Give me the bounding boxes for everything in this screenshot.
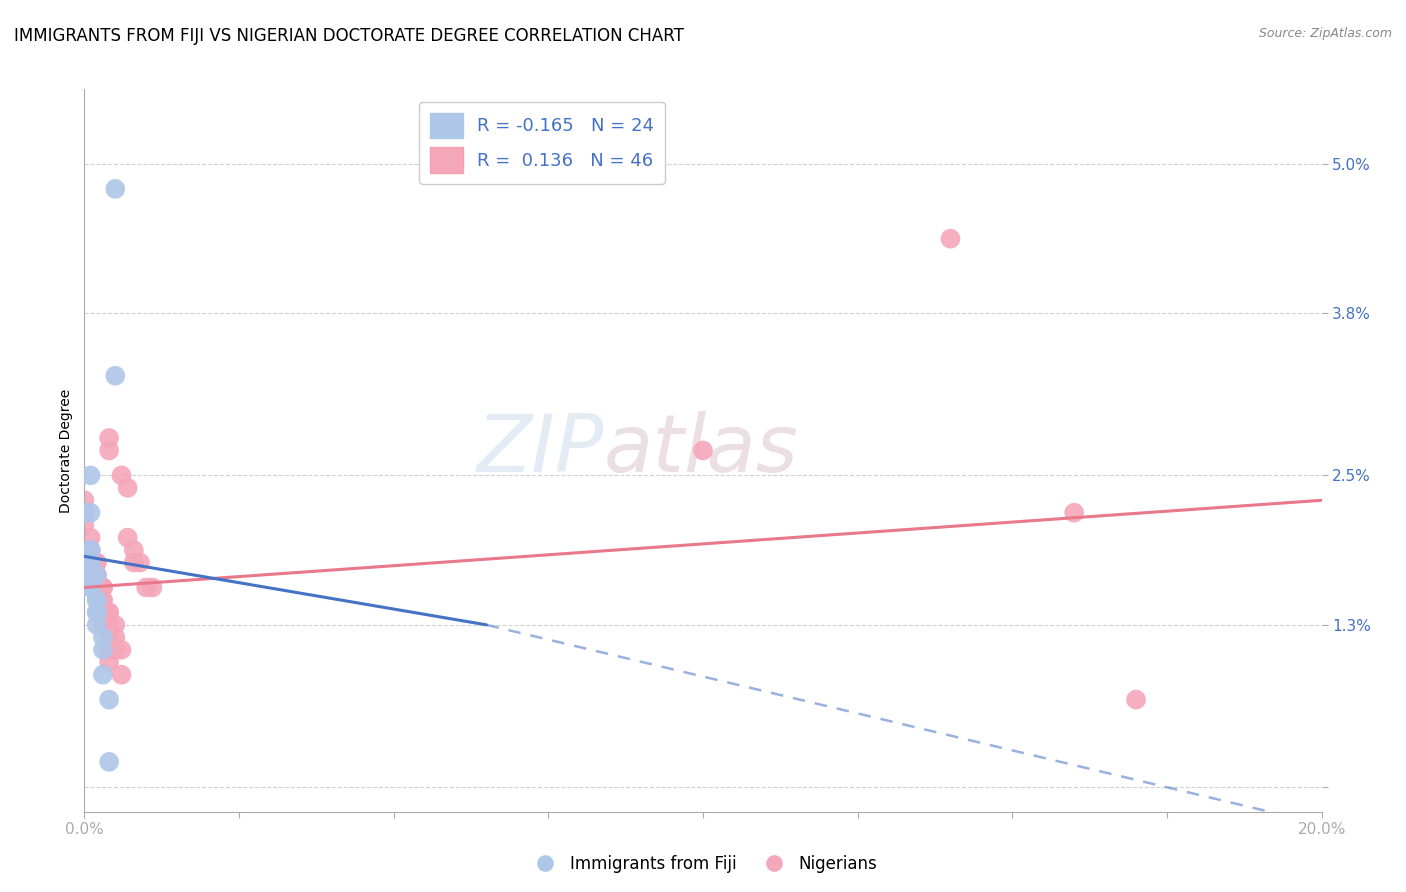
Point: [91, 581, 114, 595]
Point: [122, 543, 145, 558]
Point: [86, 568, 108, 582]
Point: [79, 543, 101, 558]
Point: [79, 543, 101, 558]
Point: [104, 618, 127, 632]
Point: [98, 606, 121, 620]
Point: [98, 618, 121, 632]
Point: [86, 556, 108, 570]
Point: [91, 642, 114, 657]
Point: [117, 481, 139, 495]
Point: [73, 506, 96, 520]
Point: [79, 556, 101, 570]
Legend: R = -0.165   N = 24, R =  0.136   N = 46: R = -0.165 N = 24, R = 0.136 N = 46: [419, 102, 665, 184]
Point: [104, 368, 127, 383]
Point: [692, 443, 714, 458]
Point: [98, 655, 121, 669]
Point: [91, 593, 114, 607]
Point: [1063, 506, 1085, 520]
Point: [86, 556, 108, 570]
Legend: Immigrants from Fiji, Nigerians: Immigrants from Fiji, Nigerians: [522, 848, 884, 880]
Point: [79, 568, 101, 582]
Point: [110, 667, 132, 681]
Point: [91, 630, 114, 644]
Point: [86, 568, 108, 582]
Point: [110, 642, 132, 657]
Point: [86, 606, 108, 620]
Point: [91, 667, 114, 681]
Point: [98, 692, 121, 706]
Point: [79, 543, 101, 558]
Point: [79, 556, 101, 570]
Point: [135, 581, 157, 595]
Point: [86, 593, 108, 607]
Point: [79, 568, 101, 582]
Point: [104, 630, 127, 644]
Point: [98, 431, 121, 445]
Point: [79, 543, 101, 558]
Point: [91, 593, 114, 607]
Point: [73, 493, 96, 508]
Point: [91, 581, 114, 595]
Point: [122, 556, 145, 570]
Point: [98, 630, 121, 644]
Y-axis label: Doctorate Degree: Doctorate Degree: [59, 388, 73, 513]
Point: [98, 606, 121, 620]
Point: [86, 568, 108, 582]
Point: [110, 468, 132, 483]
Point: [1125, 692, 1147, 706]
Point: [79, 506, 101, 520]
Point: [939, 232, 962, 246]
Point: [104, 182, 127, 196]
Point: [86, 568, 108, 582]
Point: [79, 556, 101, 570]
Point: [79, 556, 101, 570]
Point: [98, 443, 121, 458]
Point: [141, 581, 163, 595]
Point: [73, 518, 96, 533]
Point: [117, 531, 139, 545]
Point: [86, 593, 108, 607]
Point: [98, 642, 121, 657]
Point: [91, 581, 114, 595]
Point: [86, 618, 108, 632]
Point: [98, 755, 121, 769]
Point: [73, 506, 96, 520]
Point: [79, 468, 101, 483]
Text: IMMIGRANTS FROM FIJI VS NIGERIAN DOCTORATE DEGREE CORRELATION CHART: IMMIGRANTS FROM FIJI VS NIGERIAN DOCTORA…: [14, 27, 683, 45]
Text: atlas: atlas: [605, 411, 799, 490]
Point: [129, 556, 152, 570]
Point: [86, 606, 108, 620]
Point: [79, 543, 101, 558]
Point: [79, 581, 101, 595]
Point: [79, 568, 101, 582]
Point: [79, 581, 101, 595]
Point: [104, 642, 127, 657]
Point: [79, 531, 101, 545]
Text: Source: ZipAtlas.com: Source: ZipAtlas.com: [1258, 27, 1392, 40]
Point: [91, 618, 114, 632]
Text: ZIP: ZIP: [477, 411, 605, 490]
